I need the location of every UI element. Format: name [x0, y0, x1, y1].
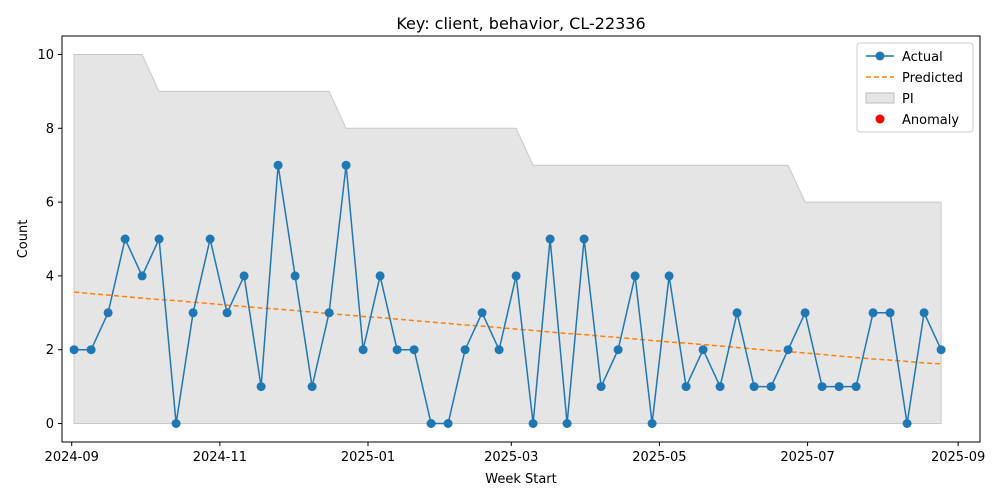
- legend-anomaly-label: Anomaly: [902, 113, 959, 128]
- actual-point: [307, 382, 317, 392]
- actual-point: [817, 382, 827, 392]
- actual-point: [273, 160, 283, 170]
- actual-point: [324, 308, 334, 318]
- x-tick-label: 2024-09: [45, 450, 99, 465]
- actual-point: [103, 308, 113, 318]
- x-tick-label: 2025-01: [341, 450, 395, 465]
- legend-pi-swatch: [865, 92, 895, 104]
- legend-anomaly-marker: [875, 114, 885, 124]
- actual-point: [630, 271, 640, 281]
- actual-point: [426, 419, 436, 428]
- actual-point: [460, 345, 470, 355]
- prediction-interval-band-group: [73, 54, 942, 424]
- predicted-line-group: [74, 291, 942, 365]
- legend-frame: [856, 42, 974, 133]
- actual-point: [137, 271, 147, 281]
- actual-point: [783, 345, 793, 355]
- actual-point: [86, 345, 96, 355]
- y-tick-label: 4: [46, 269, 54, 284]
- actual-point: [851, 382, 861, 392]
- actual-point: [205, 234, 215, 244]
- actual-point: [171, 419, 181, 428]
- y-tick-label: 6: [46, 196, 54, 211]
- legend-actual-marker: [875, 51, 885, 61]
- actual-point: [392, 345, 402, 355]
- actual-point: [681, 382, 691, 392]
- actual-point: [936, 345, 946, 355]
- x-tick-label: 2025-07: [780, 450, 834, 465]
- actual-point: [511, 271, 521, 281]
- actual-point: [596, 382, 606, 392]
- actual-point: [69, 345, 79, 355]
- x-tick-label: 2025-05: [632, 450, 686, 465]
- actual-point: [664, 271, 674, 281]
- actual-point: [766, 382, 776, 392]
- y-tick-label: 10: [37, 48, 54, 63]
- y-tick-label: 0: [46, 417, 54, 432]
- actual-point: [154, 234, 164, 244]
- x-tick-label: 2025-09: [931, 450, 985, 465]
- actual-point: [443, 419, 453, 428]
- y-axis-ticks: 0 2 4 6 8 10: [37, 48, 62, 432]
- x-axis-ticks: 2024-09 2024-11 2025-01 2025-03 2025-05 2025-…: [45, 442, 985, 465]
- actual-point: [902, 419, 912, 428]
- actual-point: [868, 308, 878, 318]
- x-tick-label: 2024-11: [193, 450, 247, 465]
- y-axis-label: Count: [16, 220, 31, 259]
- actual-point: [613, 345, 623, 355]
- actual-line-group: [69, 160, 946, 428]
- actual-point: [341, 160, 351, 170]
- actual-point: [188, 308, 198, 318]
- x-tick-label: 2025-03: [484, 450, 538, 465]
- legend: Actual Predicted PI Anomaly: [856, 42, 974, 133]
- actual-point: [698, 345, 708, 355]
- actual-point: [256, 382, 266, 392]
- plot-frame: [61, 35, 981, 443]
- actual-point: [528, 419, 538, 428]
- actual-point: [477, 308, 487, 318]
- actual-point: [409, 345, 419, 355]
- legend-predicted-label: Predicted: [902, 71, 963, 86]
- x-axis-label: Week Start: [485, 472, 557, 487]
- chart-title: Key: client, behavior, CL-22336: [396, 14, 645, 33]
- y-tick-label: 2: [46, 343, 54, 358]
- actual-point: [239, 271, 249, 281]
- y-tick-label: 8: [46, 122, 54, 137]
- actual-point: [579, 234, 589, 244]
- actual-point: [290, 271, 300, 281]
- actual-point: [494, 345, 504, 355]
- legend-pi-label: PI: [902, 92, 914, 107]
- actual-point: [647, 419, 657, 428]
- actual-point: [919, 308, 929, 318]
- actual-point: [562, 419, 572, 428]
- actual-point: [545, 234, 555, 244]
- actual-point: [358, 345, 368, 355]
- prediction-interval-band: [73, 54, 942, 424]
- legend-actual-label: Actual: [902, 50, 943, 65]
- actual-point: [800, 308, 810, 318]
- predicted-line: [74, 291, 942, 365]
- actual-point: [885, 308, 895, 318]
- actual-point: [749, 382, 759, 392]
- actual-point: [375, 271, 385, 281]
- actual-point: [715, 382, 725, 392]
- actual-point: [222, 308, 232, 318]
- actual-line: [74, 165, 942, 425]
- actual-point: [834, 382, 844, 392]
- actual-point: [120, 234, 130, 244]
- actual-point: [732, 308, 742, 318]
